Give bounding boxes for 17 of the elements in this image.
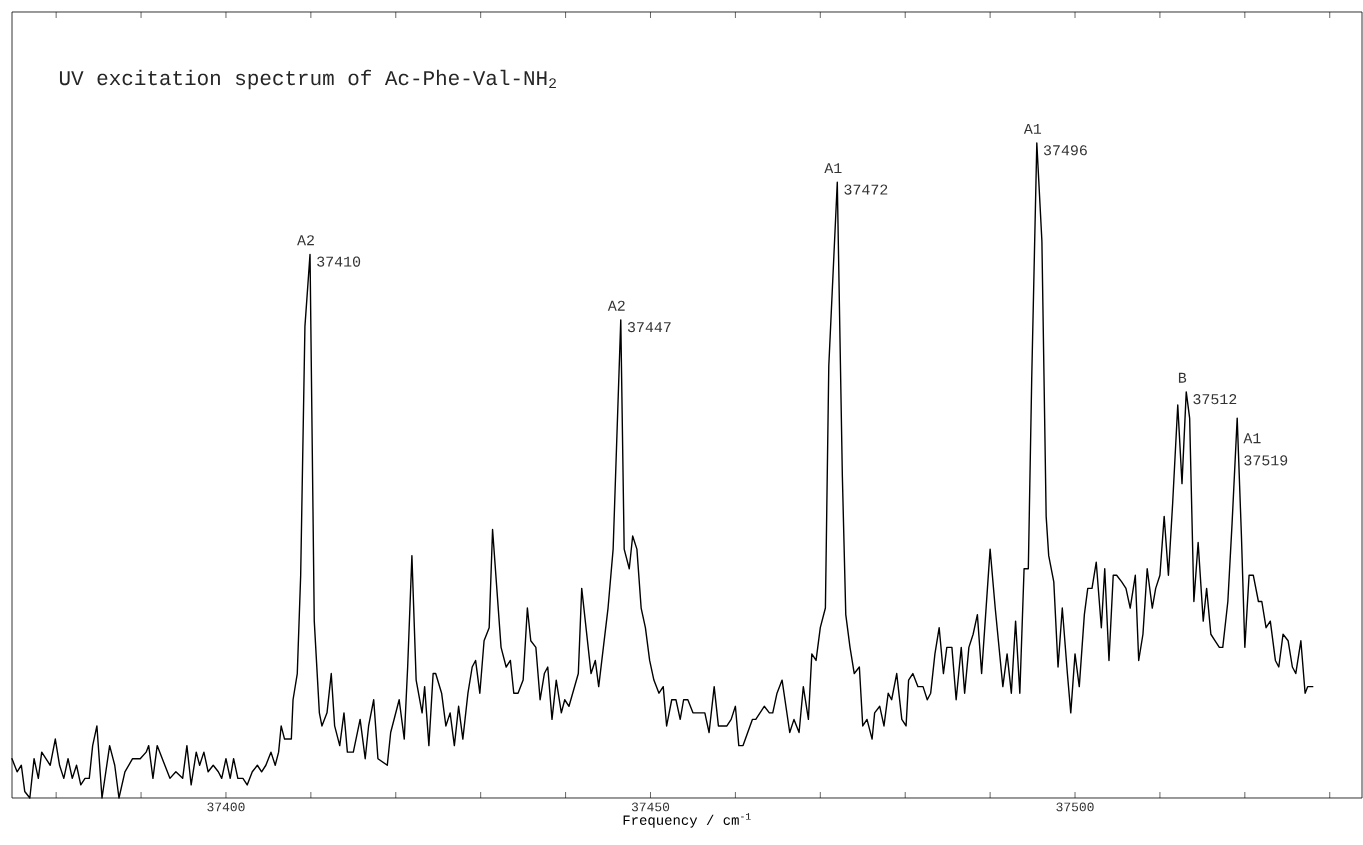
annotation: A2 — [297, 235, 314, 246]
annotation: 37472 — [844, 184, 888, 195]
annotation: 37519 — [1244, 455, 1288, 466]
x-tick-label: 37400 — [207, 802, 245, 812]
annotation: 37512 — [1193, 394, 1237, 405]
annotation: A1 — [824, 163, 842, 174]
annotation: 37496 — [1043, 145, 1087, 156]
annotation: B — [1178, 372, 1187, 383]
x-tick-label: 37450 — [631, 802, 670, 812]
annotation: 37410 — [317, 256, 361, 267]
x-tick-label: 37500 — [1056, 802, 1094, 812]
annotation: A1 — [1023, 123, 1042, 134]
annotation: A1 — [1243, 433, 1261, 444]
annotation: 37447 — [627, 322, 671, 333]
chart-title: UV excitation spectrum of Ac-Phe-Val-NH$_{2}$ — [59, 69, 556, 90]
annotation: A2 — [607, 300, 625, 311]
x-axis-title: Frequency / cm$^{-1}$ — [623, 813, 751, 828]
